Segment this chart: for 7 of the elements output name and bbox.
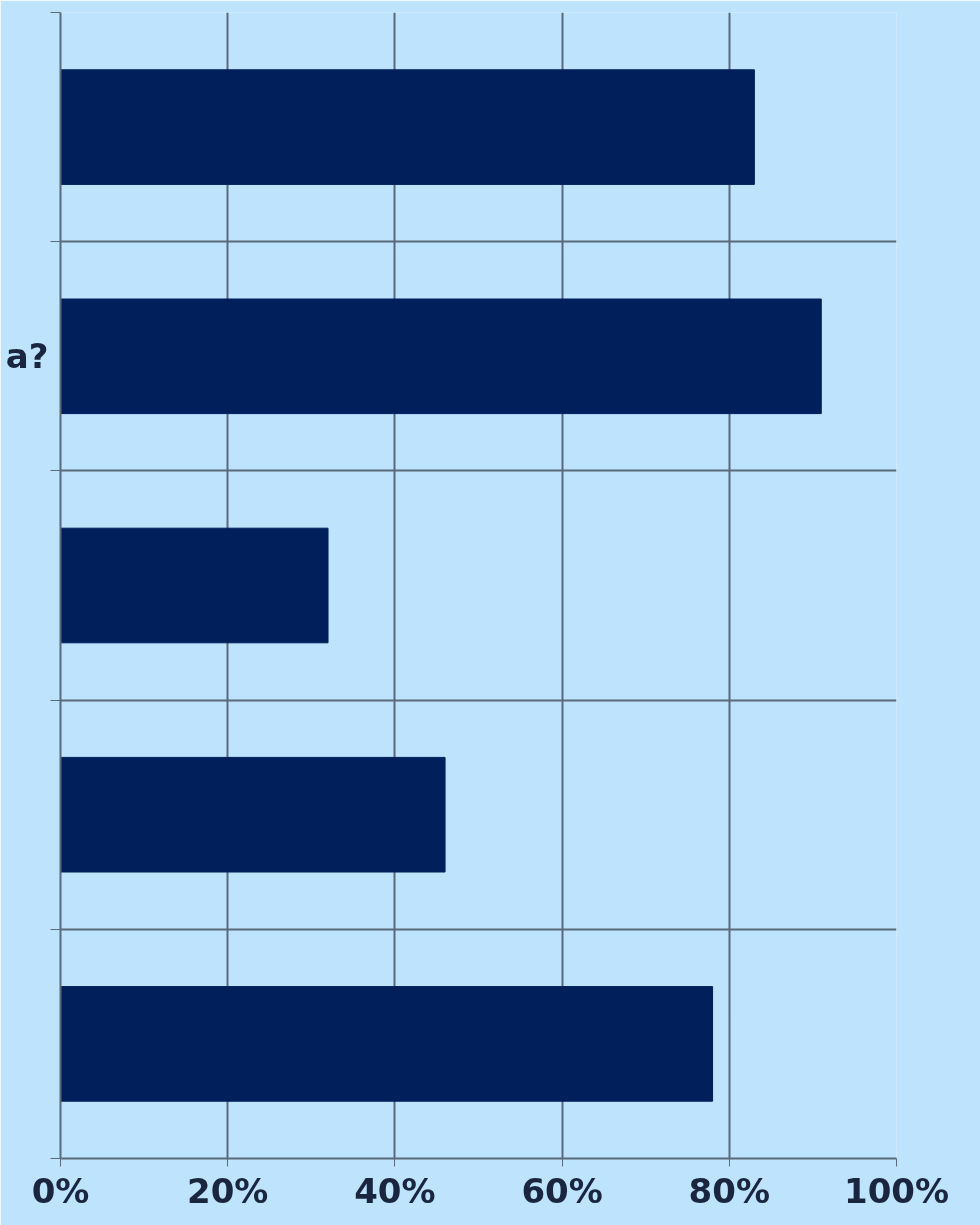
x-tick-label: 40% [354, 1170, 436, 1211]
x-tick-label: 100% [843, 1170, 950, 1211]
x-tick-label: 60% [521, 1170, 603, 1211]
y-tick-label: a? [5, 336, 49, 377]
x-tick-label: 20% [187, 1170, 269, 1211]
x-tick-label: 80% [688, 1170, 770, 1211]
x-tick-label: 0% [31, 1170, 90, 1211]
